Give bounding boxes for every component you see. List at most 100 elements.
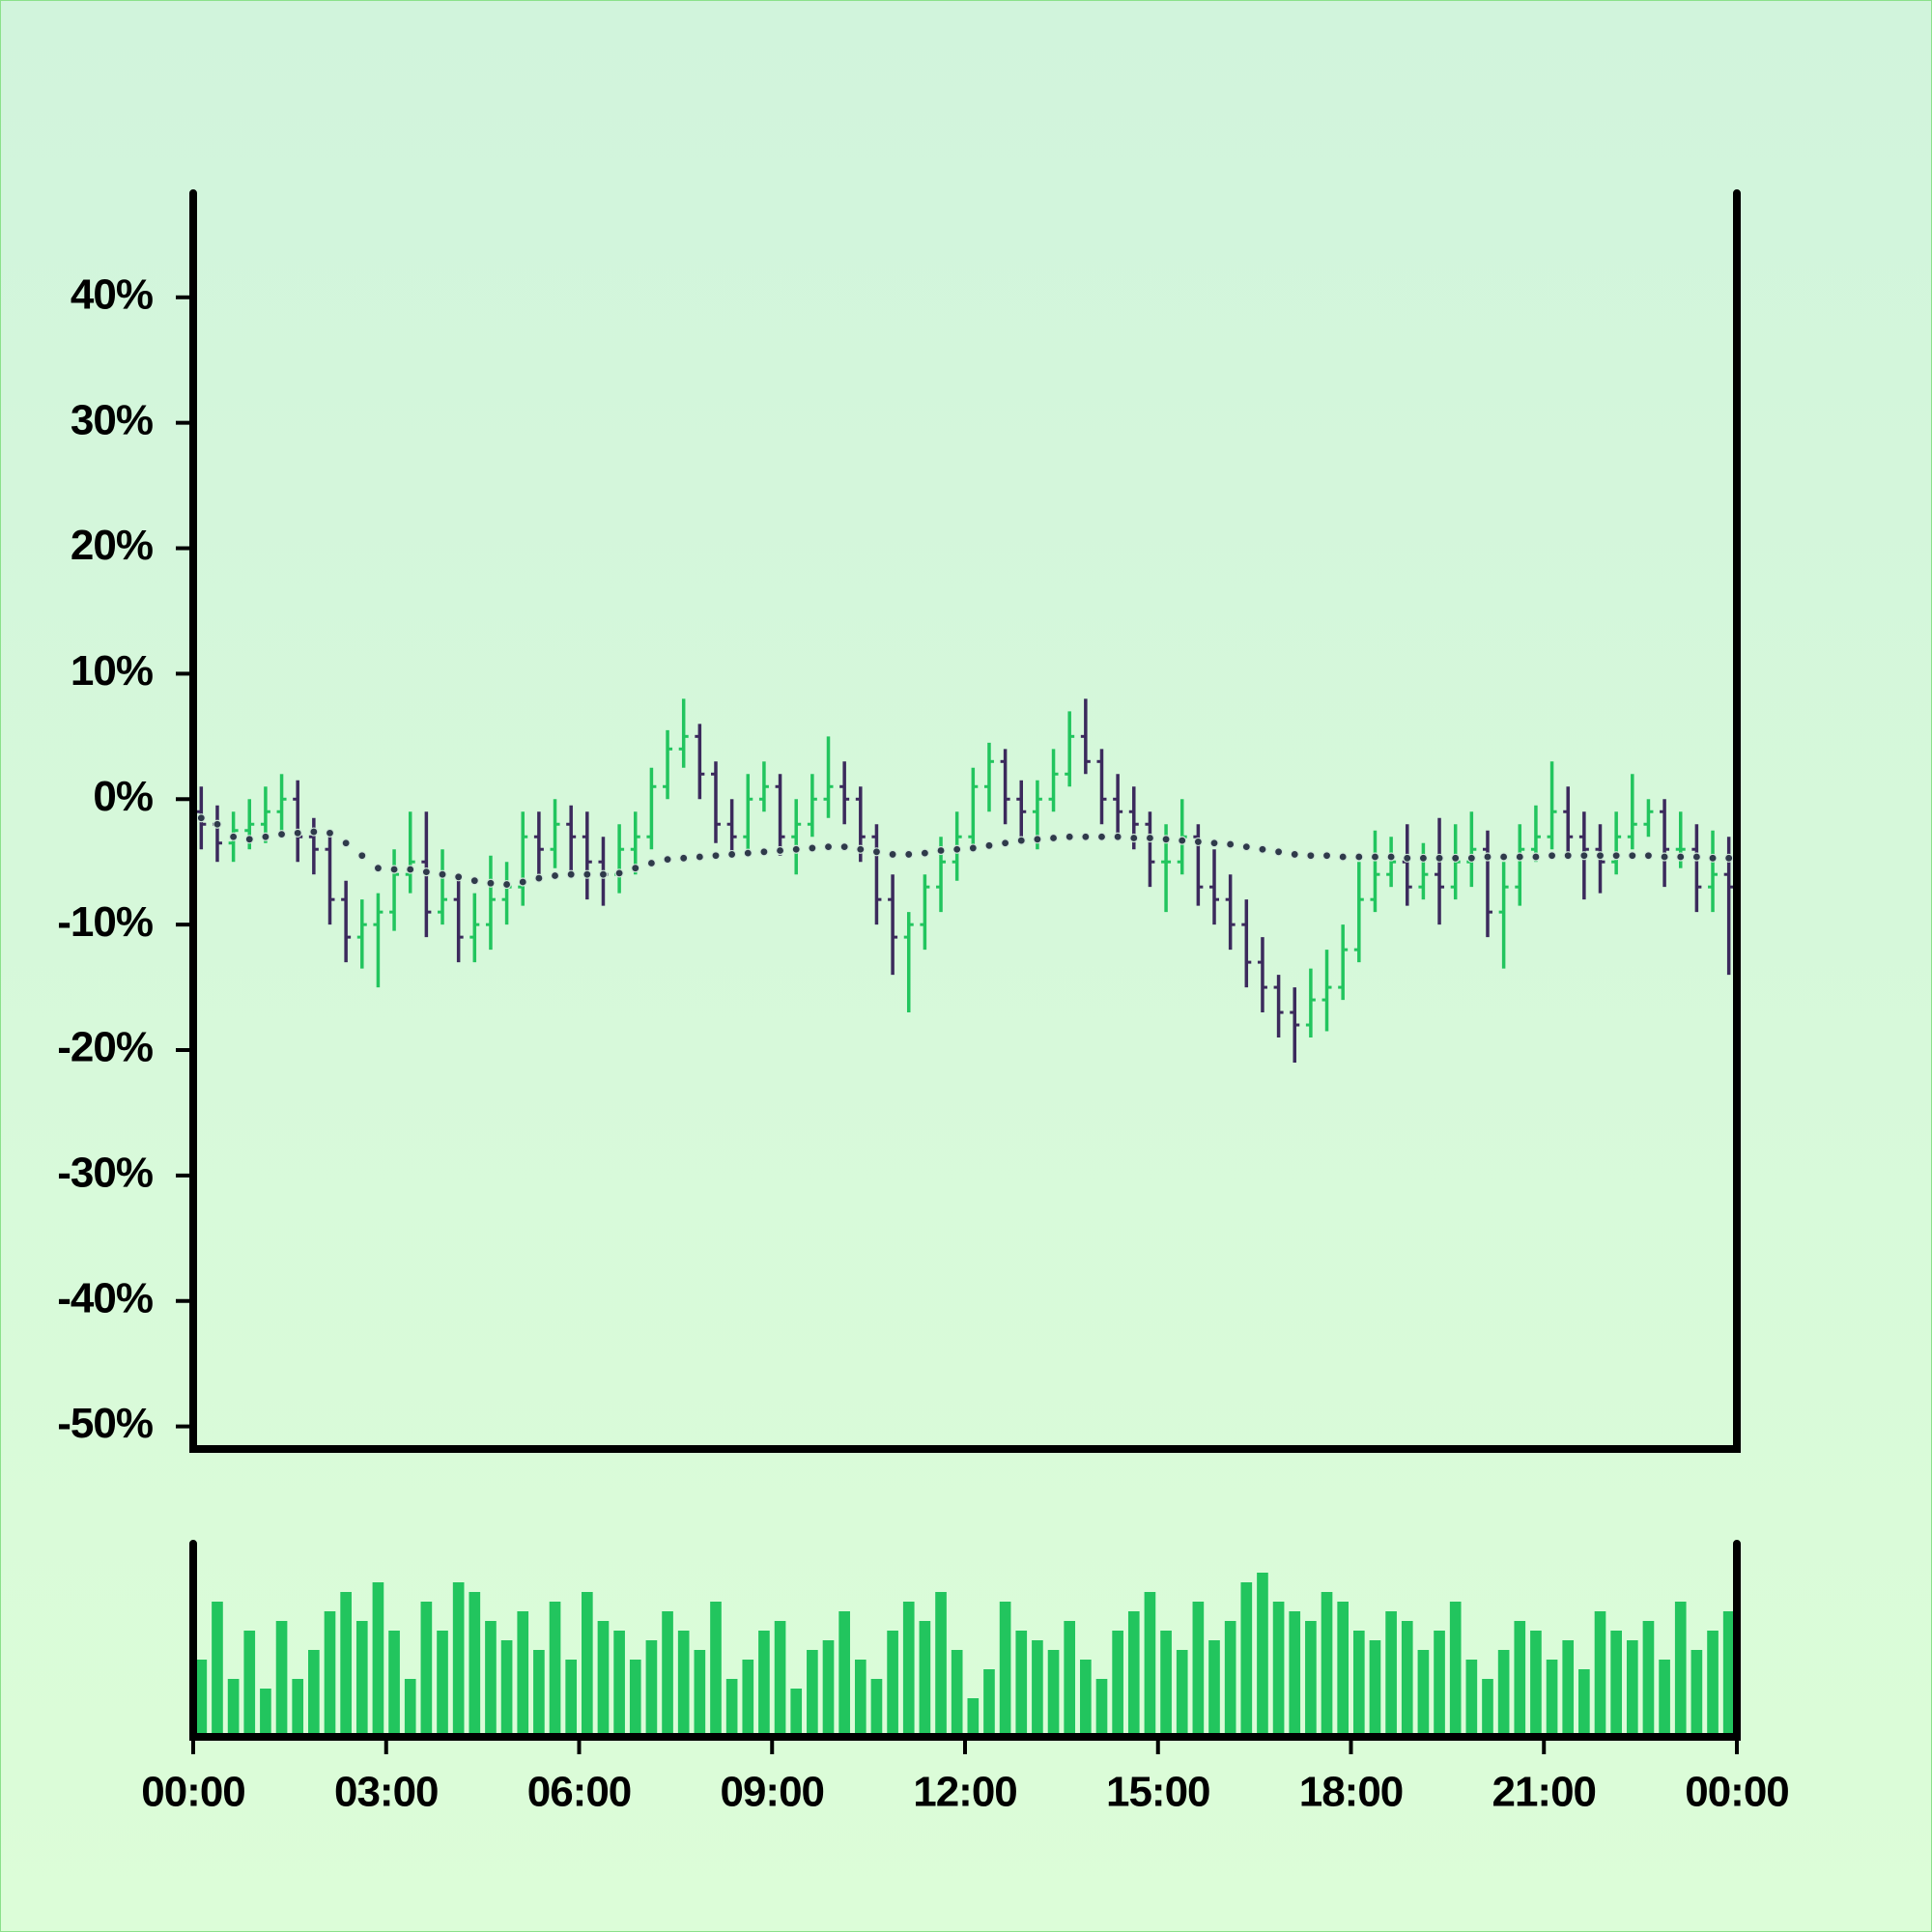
- volume-bar: [355, 1621, 368, 1737]
- ma-dot: [1708, 853, 1718, 863]
- ma-dot: [1370, 852, 1380, 862]
- ma-dot: [1258, 844, 1267, 854]
- volume-bar: [1321, 1592, 1333, 1737]
- volume-bar: [452, 1582, 465, 1737]
- ma-dot: [229, 832, 239, 841]
- volume-bar: [758, 1631, 770, 1737]
- ma-dot: [920, 848, 929, 858]
- ma-dot: [1628, 851, 1637, 861]
- ma-dot: [1241, 842, 1251, 852]
- volume-bar: [1642, 1621, 1655, 1737]
- ma-dot: [518, 877, 527, 887]
- volume-bar: [324, 1611, 336, 1737]
- volume-bar: [340, 1592, 352, 1737]
- ma-dot: [1660, 852, 1669, 862]
- volume-bar: [1095, 1679, 1108, 1737]
- volume-bar: [1208, 1640, 1220, 1737]
- volume-bar: [935, 1592, 947, 1737]
- ma-dot: [325, 828, 335, 838]
- ma-dot: [646, 858, 657, 868]
- ma-dot: [1113, 832, 1122, 841]
- x-tick-label: 00:00: [141, 1769, 245, 1816]
- volume-bar: [565, 1660, 578, 1737]
- volume-bar: [1465, 1660, 1478, 1737]
- axes: [189, 189, 1741, 1741]
- ma-dot: [438, 869, 447, 879]
- x-tick-label: 12:00: [913, 1769, 1017, 1816]
- y-tick-label: -30%: [57, 1150, 153, 1197]
- ma-dot: [1306, 851, 1316, 861]
- volume-bar: [1434, 1631, 1445, 1737]
- y-tick-label: 30%: [71, 396, 153, 443]
- ma-dot: [984, 840, 994, 850]
- ma-dot: [486, 878, 496, 888]
- ma-dot: [309, 827, 319, 837]
- ma-dot: [357, 851, 367, 861]
- volume-bar: [677, 1631, 690, 1737]
- volume-bar: [1659, 1660, 1670, 1737]
- volume-bar: [549, 1602, 561, 1737]
- volume-bar: [195, 1660, 208, 1737]
- ma-dot: [871, 847, 882, 857]
- y-tick-label: 40%: [71, 270, 153, 318]
- ma-dot: [631, 864, 640, 873]
- ma-dot: [406, 865, 415, 874]
- ma-dot: [196, 813, 206, 823]
- y-tick-label: -20%: [57, 1024, 153, 1071]
- volume-bar: [790, 1689, 803, 1737]
- volume-frame: [189, 1540, 1741, 1741]
- volume-bar: [1674, 1602, 1687, 1737]
- ma-dot: [1418, 853, 1429, 863]
- volume-bar: [1127, 1611, 1140, 1737]
- volume-bar: [1352, 1631, 1365, 1737]
- main-frame: [189, 189, 1741, 1453]
- volume-bar: [967, 1698, 980, 1737]
- ma-dot: [968, 843, 978, 853]
- ma-dot: [550, 870, 560, 881]
- volume-bar: [597, 1621, 610, 1737]
- ma-dot: [244, 835, 254, 844]
- x-tick-label: 21:00: [1492, 1769, 1596, 1816]
- ma-dot: [1290, 849, 1299, 860]
- ma-dot: [839, 842, 849, 852]
- volume-bar: [517, 1611, 529, 1737]
- ma-dot: [1016, 836, 1026, 845]
- volume-bar: [1562, 1640, 1575, 1737]
- volume-bar: [1690, 1650, 1703, 1737]
- volume-bar: [1257, 1573, 1268, 1737]
- ma-dot: [1563, 851, 1573, 861]
- ma-dot: [1451, 853, 1461, 863]
- volume-bar: [581, 1592, 593, 1737]
- ma-dot: [663, 855, 672, 865]
- volume-bar: [1626, 1640, 1638, 1737]
- ma-dot: [1161, 835, 1171, 844]
- volume-bar: [613, 1631, 625, 1737]
- volume-bar: [725, 1679, 738, 1737]
- volume-bar: [774, 1621, 786, 1737]
- ma-dot: [1691, 852, 1701, 862]
- volume-bar: [1289, 1611, 1301, 1737]
- volume-bar: [645, 1640, 658, 1737]
- ma-dot: [904, 849, 914, 860]
- ma-dot: [1129, 833, 1139, 843]
- ma-dot: [501, 879, 512, 890]
- ma-dot: [373, 864, 384, 873]
- y-tick-label: 0%: [93, 773, 153, 820]
- volume-bar: [1047, 1650, 1060, 1737]
- ma-dot: [823, 842, 834, 852]
- ma-dot: [454, 872, 464, 882]
- ma-dot: [727, 849, 737, 860]
- ma-dot: [775, 845, 785, 856]
- y-tick-label: 20%: [71, 522, 153, 569]
- ma-dot: [1048, 833, 1059, 843]
- ma-dot: [614, 868, 624, 878]
- volume-bar: [902, 1602, 915, 1737]
- ma-dot: [1531, 852, 1541, 862]
- ma-dot: [856, 844, 866, 854]
- ma-dot: [1466, 853, 1476, 863]
- volume-bar: [629, 1660, 641, 1737]
- volume-bar: [1385, 1611, 1397, 1737]
- volume-bar: [275, 1621, 288, 1737]
- ma-dot: [1676, 852, 1686, 862]
- x-tick-label: 00:00: [1685, 1769, 1789, 1816]
